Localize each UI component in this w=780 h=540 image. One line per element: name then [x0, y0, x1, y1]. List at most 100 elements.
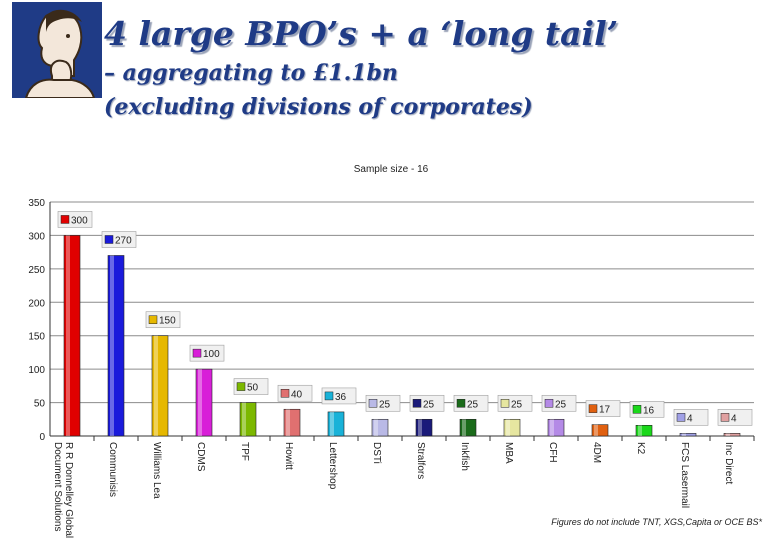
y-tick-label: 150 [28, 332, 45, 343]
data-label-swatch [368, 399, 378, 408]
data-label-swatch [456, 399, 466, 408]
x-tick-label: Stralfors [415, 442, 426, 479]
bar [459, 418, 477, 437]
x-tick-label-text: Lettershop [327, 442, 338, 490]
bar-highlight [242, 402, 246, 436]
x-tick-label-text: CDMS [195, 442, 206, 472]
x-tick-label: Howitt [283, 442, 294, 470]
data-label: 17 [599, 405, 611, 416]
chart-title: Sample size - 16 [354, 164, 429, 175]
data-label: 4 [687, 413, 693, 424]
bar-highlight [286, 409, 290, 436]
bar [635, 425, 653, 437]
bar-highlight [66, 235, 70, 436]
data-label: 36 [335, 392, 347, 403]
bar [195, 368, 213, 437]
bar-highlight [682, 433, 686, 436]
y-tick-label: 100 [28, 365, 45, 376]
x-tick-label: DSTi [371, 442, 382, 464]
bar-highlight [506, 419, 510, 436]
bar-highlight [638, 425, 642, 436]
x-tick-label: Communisis [107, 442, 118, 497]
x-tick-label: Lettershop [327, 442, 338, 490]
x-tick-label-text: Inc Direct [723, 442, 734, 484]
x-tick-label: FCS Lasermail [679, 442, 690, 508]
data-label-swatch [148, 315, 158, 324]
data-label-swatch [720, 413, 730, 422]
data-label-swatch [412, 399, 422, 408]
x-tick-label: 4DM [591, 442, 602, 463]
data-label: 100 [203, 349, 220, 360]
x-tick-label-text: CFH [547, 442, 558, 463]
bar-highlight [374, 419, 378, 436]
data-label: 25 [423, 399, 435, 410]
y-tick-label: 50 [34, 399, 46, 410]
data-label-swatch [236, 382, 246, 391]
bar-highlight [330, 411, 334, 436]
data-label: 25 [555, 399, 567, 410]
data-label: 25 [511, 399, 523, 410]
data-label-swatch [60, 215, 70, 224]
bar [679, 433, 697, 437]
footnote: Figures do not include TNT, XGS,Capita o… [551, 517, 762, 527]
x-tick-label-text: R R Donnelley GlobalDocument Solutions [52, 442, 74, 538]
x-tick-label-text: K2 [635, 442, 646, 455]
bar [591, 424, 609, 437]
bar-highlight [418, 419, 422, 436]
slide-subtitle-line1: – aggregating to £1.1bn [104, 60, 398, 86]
data-label: 50 [247, 383, 259, 394]
bar [547, 418, 565, 437]
data-label-swatch [500, 399, 510, 408]
data-label: 25 [379, 399, 391, 410]
slide-title: 4 large BPO’s + a ‘long tail’ [104, 14, 619, 53]
x-tick-label-text: Howitt [283, 442, 294, 470]
x-tick-label: Inkfish [459, 442, 470, 471]
x-tick-label-text: Stralfors [415, 442, 426, 479]
bar [151, 335, 169, 437]
data-label: 300 [71, 215, 88, 226]
bar-highlight [110, 255, 114, 436]
data-label: 150 [159, 316, 176, 327]
data-label: 4 [731, 413, 737, 424]
x-tick-label-text: MBA [503, 442, 514, 464]
bar-highlight [198, 369, 202, 436]
data-label: 270 [115, 235, 132, 246]
data-label-swatch [544, 399, 554, 408]
x-tick-label: R R Donnelley GlobalDocument Solutions [52, 442, 74, 538]
data-label: 40 [291, 389, 303, 400]
bar [239, 402, 257, 437]
y-tick-label: 200 [28, 298, 45, 309]
x-tick-label: CDMS [195, 442, 206, 472]
bar [723, 433, 741, 437]
x-tick-label-text: Communisis [107, 442, 118, 497]
data-label-swatch [280, 389, 290, 398]
x-tick-label: Williams Lea [151, 442, 162, 499]
data-label-swatch [192, 348, 202, 358]
bar-highlight [154, 335, 158, 436]
slide-subtitle-line2: (excluding divisions of corporates) [104, 94, 533, 120]
x-tick-label: K2 [635, 442, 646, 455]
bar [283, 408, 301, 437]
bar [327, 411, 345, 437]
data-label-swatch [324, 391, 334, 401]
bar-highlight [462, 419, 466, 436]
x-tick-label: CFH [547, 442, 558, 463]
y-tick-label: 350 [28, 198, 45, 209]
x-tick-label-text: 4DM [591, 442, 602, 463]
data-label-swatch [676, 413, 686, 422]
y-tick-label: 0 [39, 432, 45, 443]
x-tick-label-text: TPF [239, 442, 250, 461]
y-tick-label: 250 [28, 265, 45, 276]
x-tick-label-text: FCS Lasermail [679, 442, 690, 508]
x-tick-label: Inc Direct [723, 442, 734, 484]
bar-highlight [550, 419, 554, 436]
x-tick-label: MBA [503, 442, 514, 464]
bar [107, 255, 125, 437]
data-label-swatch [588, 404, 598, 413]
data-label: 16 [643, 405, 655, 416]
x-tick-label-text: DSTi [371, 442, 382, 464]
data-label-swatch [632, 405, 642, 414]
bar [503, 418, 521, 437]
data-label: 25 [467, 399, 479, 410]
x-tick-label-text: Inkfish [459, 442, 470, 471]
